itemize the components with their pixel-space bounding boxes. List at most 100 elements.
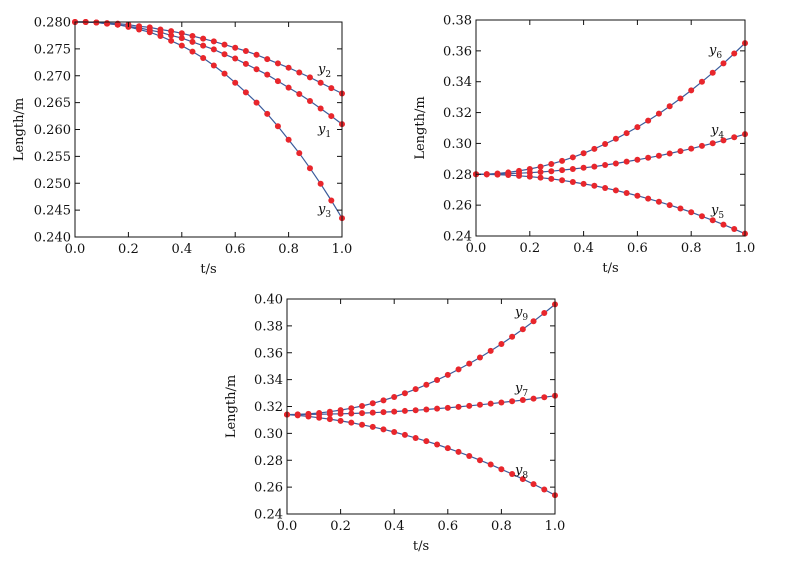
data-point: [509, 470, 516, 477]
data-point: [591, 145, 598, 152]
series-label-y2: y2: [317, 62, 331, 80]
data-point: [359, 402, 366, 409]
data-point: [401, 407, 408, 414]
data-point: [655, 110, 662, 117]
series-line: [286, 414, 556, 496]
y-tick-label: 0.280: [34, 16, 71, 31]
data-point: [731, 134, 738, 141]
data-point: [537, 174, 544, 181]
x-tick-label: 0.4: [573, 241, 594, 256]
data-point: [720, 221, 727, 228]
data-point: [306, 74, 313, 81]
data-point: [264, 71, 271, 78]
data-point: [93, 19, 100, 26]
y-tick-label: 0.255: [34, 150, 71, 165]
data-point: [359, 410, 366, 417]
subplot-1: y1 y2 y3 0.0 0.2 0.4 0.6 0.8 1.0 0.240 0.245 0.250 0…: [12, 16, 352, 278]
data-point: [412, 407, 419, 414]
data-point: [168, 37, 175, 44]
data-point: [541, 309, 548, 316]
series-line: [286, 303, 556, 416]
x-tick-label: 1.0: [332, 242, 353, 257]
x-axis-label: t/s: [602, 261, 618, 276]
plot-frame: [74, 21, 343, 238]
data-point: [688, 87, 695, 94]
data-point: [602, 162, 609, 169]
series-line: [476, 133, 746, 175]
data-point: [455, 403, 462, 410]
data-point: [509, 333, 516, 340]
x-tick-label: 0.8: [278, 242, 299, 257]
data-point: [494, 170, 501, 177]
data-point: [688, 209, 695, 216]
data-point: [316, 409, 323, 416]
y-axis-label: Length/m: [413, 96, 428, 159]
data-point: [348, 410, 355, 417]
data-point: [612, 187, 619, 194]
data-point: [232, 79, 239, 86]
data-point: [623, 189, 630, 196]
data-point: [591, 182, 598, 189]
series-y1: [72, 19, 345, 128]
data-point: [412, 386, 419, 393]
data-point: [569, 179, 576, 185]
data-point: [232, 55, 239, 62]
y-tick-label: 0.34: [254, 373, 283, 388]
data-point: [306, 165, 313, 172]
data-point: [136, 26, 143, 33]
data-point: [509, 398, 516, 405]
data-point: [294, 411, 301, 418]
y-axis-label: Length/m: [12, 98, 27, 161]
data-point: [157, 32, 164, 39]
data-point: [455, 366, 462, 373]
data-point: [677, 95, 684, 102]
y-tick-label: 0.28: [254, 454, 283, 469]
data-point: [569, 154, 576, 161]
series-y3: [72, 19, 345, 222]
data-point: [720, 60, 727, 67]
data-point: [677, 205, 684, 212]
data-point: [612, 135, 619, 142]
series-label-y3: y3: [317, 202, 331, 220]
data-point: [634, 124, 641, 131]
y-tick-label: 0.40: [254, 293, 283, 308]
data-point: [391, 393, 398, 400]
data-point: [253, 66, 260, 73]
data-point: [317, 180, 324, 187]
data-point: [466, 402, 473, 409]
data-point: [178, 42, 185, 49]
data-point: [666, 150, 673, 157]
data-point: [221, 41, 228, 48]
data-point: [548, 175, 555, 182]
data-point: [530, 481, 537, 488]
data-point: [519, 397, 526, 404]
data-point: [210, 46, 217, 53]
y-tick-label: 0.32: [443, 106, 472, 121]
data-point: [274, 60, 281, 67]
y-tick-label: 0.265: [34, 96, 71, 111]
series-y6: [473, 40, 748, 178]
data-point: [337, 407, 344, 414]
data-point: [423, 406, 430, 413]
data-point: [285, 64, 292, 71]
data-point: [423, 381, 430, 388]
data-point: [505, 169, 512, 176]
data-point: [326, 408, 333, 415]
data-point: [296, 91, 303, 98]
data-point: [380, 409, 387, 416]
data-point: [242, 48, 249, 55]
data-point: [306, 98, 313, 105]
data-point: [328, 85, 335, 92]
x-tick-label: 0.6: [437, 519, 458, 534]
data-point: [444, 371, 451, 378]
data-point: [476, 354, 483, 361]
data-point: [498, 341, 505, 348]
data-point: [602, 185, 609, 192]
x-tick-label: 0.8: [491, 519, 512, 534]
data-point: [602, 141, 609, 148]
data-point: [731, 50, 738, 57]
data-point: [487, 400, 494, 407]
data-point: [677, 148, 684, 155]
data-point: [221, 51, 228, 58]
data-point: [444, 404, 451, 411]
